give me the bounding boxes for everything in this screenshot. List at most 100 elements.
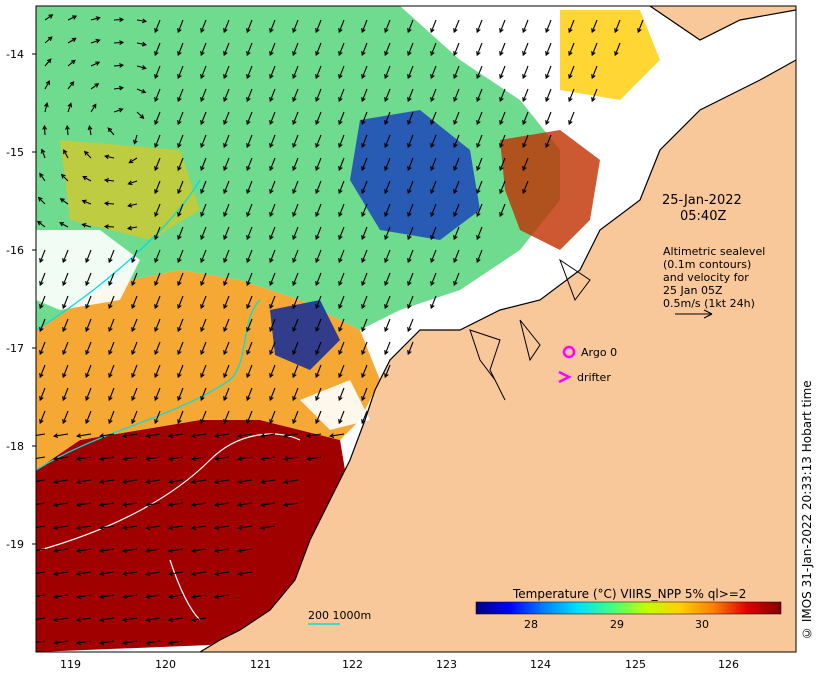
velocity-arrow bbox=[62, 318, 69, 333]
velocity-arrow bbox=[315, 387, 322, 402]
velocity-arrow bbox=[476, 180, 483, 195]
velocity-arrow bbox=[127, 202, 138, 208]
velocity-arrow bbox=[108, 387, 115, 402]
velocity-arrow bbox=[145, 502, 161, 508]
velocity-arrow bbox=[292, 111, 299, 126]
velocity-arrow bbox=[76, 571, 92, 577]
velocity-arrow bbox=[104, 154, 115, 160]
velocity-arrow bbox=[154, 341, 161, 356]
velocity-arrow bbox=[361, 157, 368, 172]
velocity-arrow bbox=[154, 111, 161, 126]
velocity-arrow bbox=[131, 249, 138, 264]
velocity-arrow bbox=[191, 456, 207, 462]
info-line: 0.5m/s (1kt 24h) bbox=[663, 297, 755, 310]
velocity-arrow bbox=[145, 617, 161, 623]
velocity-arrow bbox=[85, 318, 92, 333]
velocity-arrow bbox=[62, 364, 69, 379]
velocity-arrow bbox=[122, 617, 138, 623]
velocity-arrow bbox=[315, 42, 322, 57]
velocity-arrow bbox=[269, 295, 276, 310]
velocity-arrow bbox=[122, 640, 138, 646]
velocity-arrow bbox=[361, 65, 368, 80]
velocity-arrow bbox=[168, 548, 184, 554]
velocity-arrow bbox=[76, 479, 92, 485]
velocity-arrow bbox=[407, 249, 414, 264]
velocity-arrow bbox=[430, 111, 437, 126]
velocity-arrow bbox=[113, 40, 125, 45]
velocity-arrow bbox=[246, 410, 253, 425]
lat-tick-label: -18 bbox=[6, 440, 24, 453]
velocity-arrow bbox=[476, 65, 483, 80]
velocity-arrow bbox=[108, 318, 115, 333]
velocity-arrow bbox=[407, 42, 414, 57]
velocity-arrow bbox=[499, 88, 506, 103]
velocity-arrow bbox=[99, 456, 115, 462]
velocity-arrow bbox=[76, 617, 92, 623]
velocity-arrow bbox=[39, 172, 46, 182]
velocity-arrow bbox=[99, 433, 115, 439]
velocity-arrow bbox=[40, 148, 46, 159]
velocity-arrow bbox=[499, 42, 506, 57]
colorbar-tick: 29 bbox=[610, 618, 624, 631]
velocity-arrow bbox=[82, 175, 92, 182]
velocity-arrow bbox=[246, 318, 253, 333]
velocity-arrow bbox=[214, 525, 230, 531]
velocity-arrow bbox=[407, 65, 414, 80]
velocity-arrow bbox=[292, 387, 299, 402]
sst-cool-patch bbox=[350, 110, 480, 240]
lat-tick-label: -17 bbox=[6, 342, 24, 355]
velocity-arrow bbox=[292, 318, 299, 333]
velocity-arrow bbox=[237, 525, 253, 531]
velocity-arrow bbox=[99, 502, 115, 508]
velocity-arrow bbox=[315, 272, 322, 287]
velocity-arrow bbox=[154, 203, 161, 218]
velocity-arrow bbox=[614, 42, 621, 57]
velocity-arrow bbox=[384, 134, 391, 149]
velocity-arrow bbox=[361, 249, 368, 264]
velocity-arrow bbox=[315, 410, 322, 425]
velocity-arrow bbox=[223, 410, 230, 425]
velocity-arrow bbox=[85, 387, 92, 402]
velocity-arrow bbox=[453, 203, 460, 218]
velocity-arrow bbox=[85, 341, 92, 356]
velocity-arrow bbox=[168, 433, 184, 439]
velocity-arrow bbox=[36, 571, 46, 574]
velocity-arrow bbox=[306, 456, 322, 462]
velocity-arrow bbox=[453, 180, 460, 195]
velocity-arrow bbox=[200, 65, 207, 80]
velocity-arrow bbox=[44, 14, 54, 21]
velocity-arrow bbox=[407, 157, 414, 172]
velocity-arrow bbox=[177, 111, 184, 126]
velocity-arrow bbox=[154, 295, 161, 310]
velocity-arrow bbox=[384, 226, 391, 241]
velocity-arrow bbox=[269, 157, 276, 172]
velocity-arrow bbox=[568, 42, 575, 57]
velocity-arrow bbox=[177, 226, 184, 241]
drifter-marker-icon bbox=[558, 370, 572, 384]
velocity-arrow bbox=[292, 180, 299, 195]
lon-tick-label: 124 bbox=[530, 658, 551, 671]
velocity-arrow bbox=[154, 318, 161, 333]
velocity-arrow bbox=[338, 272, 345, 287]
velocity-arrow bbox=[191, 433, 207, 439]
velocity-arrow bbox=[430, 88, 437, 103]
velocity-arrow bbox=[200, 42, 207, 57]
velocity-arrow bbox=[154, 134, 161, 149]
velocity-arrow bbox=[214, 433, 230, 439]
velocity-arrow bbox=[361, 410, 368, 425]
velocity-arrow bbox=[384, 272, 391, 287]
sst-hot-region bbox=[36, 420, 345, 652]
velocity-arrow bbox=[260, 479, 276, 485]
velocity-arrow bbox=[85, 410, 92, 425]
info-line: and velocity for bbox=[663, 271, 749, 284]
velocity-arrows bbox=[36, 14, 644, 646]
colorbar bbox=[475, 601, 782, 615]
velocity-arrow bbox=[131, 410, 138, 425]
velocity-arrow bbox=[338, 134, 345, 149]
velocity-arrow bbox=[384, 180, 391, 195]
velocity-arrow bbox=[292, 410, 299, 425]
velocity-arrow bbox=[81, 199, 92, 205]
velocity-arrow bbox=[42, 124, 48, 136]
velocity-arrow bbox=[122, 502, 138, 508]
velocity-arrow bbox=[361, 88, 368, 103]
